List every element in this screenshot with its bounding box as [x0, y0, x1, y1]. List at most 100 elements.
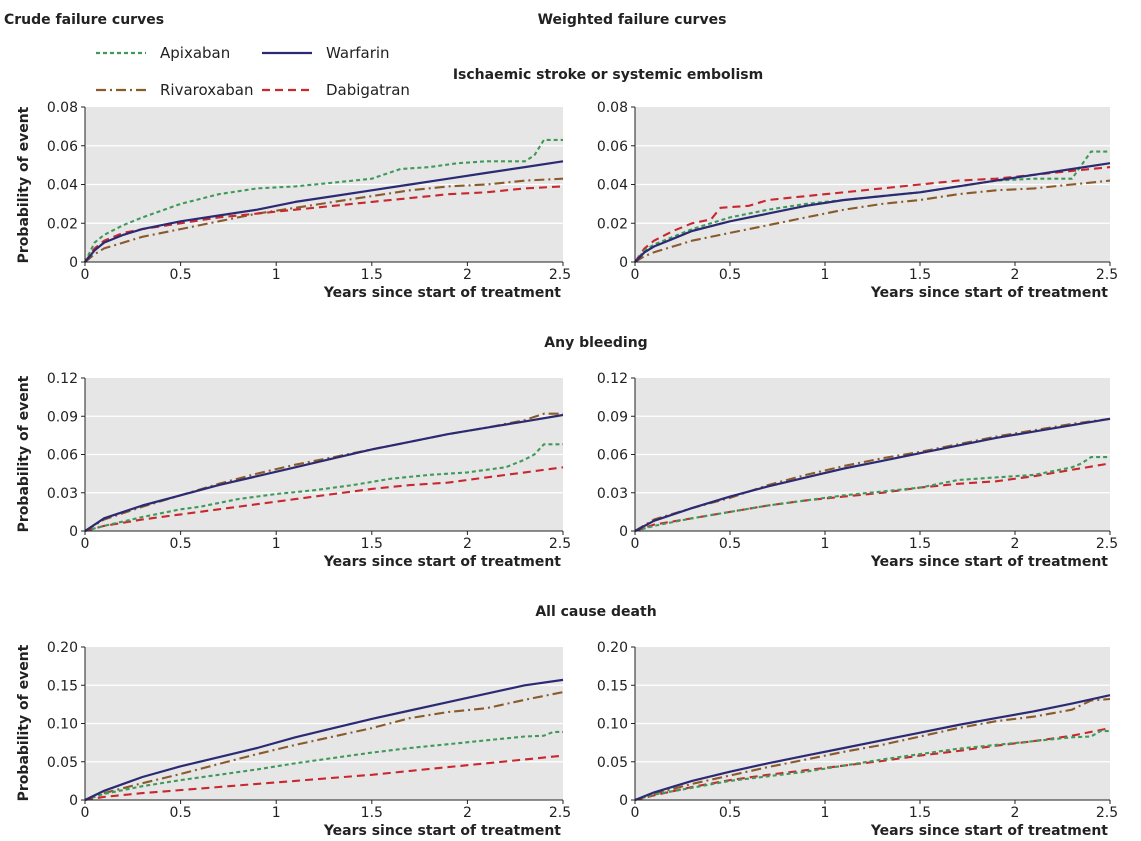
- x-tick-label: 1.5: [909, 536, 931, 552]
- y-tick-label: 0.03: [597, 486, 628, 502]
- y-tick-label: 0.06: [597, 448, 628, 464]
- x-tick-label: 0.5: [169, 267, 191, 283]
- legend-label-rivaroxaban: Rivaroxaban: [160, 81, 254, 99]
- y-tick-label: 0.10: [597, 717, 628, 733]
- series-line-dabigatran: [84, 185, 564, 263]
- x-tick-label: 2: [1011, 536, 1020, 552]
- x-tick-label: 2: [1011, 267, 1020, 283]
- y-tick-label: 0.15: [47, 678, 78, 694]
- y-tick-label: 0.03: [47, 486, 78, 502]
- y-tick-label: 0.06: [597, 139, 628, 155]
- panel-bleeding-crude: 0 0.03 0.06 0.09 0.12 0 0.5 1 1.5 2 2.5 Years since…: [47, 371, 571, 570]
- x-tick-label: 0: [631, 536, 640, 552]
- y-tick-label: 0.04: [47, 178, 78, 194]
- row-title-stroke: Ischaemic stroke or systemic embolism: [453, 67, 763, 83]
- x-tick-label: 2: [463, 536, 472, 552]
- x-tick-label: 2.5: [549, 805, 571, 821]
- x-tick-label: 1.5: [361, 536, 383, 552]
- y-tick-label: 0: [619, 793, 628, 809]
- y-tick-label: 0.02: [597, 216, 628, 232]
- panel-death-weighted: 0 0.05 0.10 0.15 0.20 0 0.5 1 1.5 2 2.5 Years since…: [597, 640, 1118, 839]
- x-tick-label: 2.5: [1096, 805, 1118, 821]
- x-axis-label: Years since start of treatment: [870, 285, 1108, 301]
- x-tick-label: 0.5: [719, 536, 741, 552]
- x-tick-label: 2.5: [1096, 536, 1118, 552]
- panel-death-crude: 0 0.05 0.10 0.15 0.20 0 0.5 1 1.5 2 2.5 Years since…: [47, 640, 571, 839]
- series-line-rivaroxaban: [84, 691, 564, 801]
- y-tick-label: 0: [619, 524, 628, 540]
- y-tick-label: 0.12: [597, 371, 628, 387]
- panel-bleeding-weighted: 0 0.03 0.06 0.09 0.12 0 0.5 1 1.5 2 2.5 Years since…: [597, 371, 1118, 570]
- y-tick-label: 0.04: [597, 178, 628, 194]
- series-line-warfarin: [634, 694, 1111, 802]
- x-axis-label: Years since start of treatment: [870, 554, 1108, 570]
- ylabel-stroke: Probability of event: [16, 106, 32, 263]
- series-line-apixaban: [634, 730, 1110, 802]
- x-tick-label: 0.5: [169, 536, 191, 552]
- x-axis-label: Years since start of treatment: [870, 823, 1108, 839]
- x-tick-label: 0: [631, 805, 640, 821]
- x-tick-label: 0: [81, 536, 90, 552]
- x-tick-label: 0.5: [169, 805, 191, 821]
- x-tick-label: 2.5: [549, 267, 571, 283]
- panel-stroke-crude: 0 0.02 0.04 0.06 0.08 0 0.5 1 1.5 2 2.5 Years since…: [47, 100, 571, 301]
- header-crude: Crude failure curves: [4, 12, 164, 28]
- series-line-dabigatran: [84, 466, 564, 533]
- x-tick-label: 1: [821, 536, 830, 552]
- series-line-warfarin: [634, 417, 1111, 532]
- y-tick-label: 0: [69, 255, 78, 271]
- y-tick-label: 0.10: [47, 717, 78, 733]
- series-line-warfarin: [84, 678, 564, 801]
- y-tick-label: 0.08: [597, 100, 628, 116]
- y-tick-label: 0.05: [47, 755, 78, 771]
- series-line-warfarin: [84, 413, 564, 532]
- y-tick-label: 0.05: [597, 755, 628, 771]
- series-line-dabigatran: [634, 727, 1111, 802]
- x-tick-label: 0.5: [719, 267, 741, 283]
- y-tick-label: 0: [619, 255, 628, 271]
- y-tick-label: 0.15: [597, 678, 628, 694]
- x-axis-label: Years since start of treatment: [323, 823, 561, 839]
- header-weighted: Weighted failure curves: [538, 12, 727, 28]
- y-tick-label: 0.20: [47, 640, 78, 656]
- y-tick-label: 0.06: [47, 448, 78, 464]
- series-line-dabigatran: [634, 462, 1111, 532]
- x-tick-label: 0: [81, 267, 90, 283]
- x-tick-label: 1: [272, 536, 281, 552]
- x-tick-label: 0.5: [719, 805, 741, 821]
- series-line-apixaban: [84, 138, 563, 263]
- row-title-bleeding: Any bleeding: [544, 335, 647, 351]
- y-tick-label: 0: [69, 524, 78, 540]
- series-line-dabigatran: [84, 754, 564, 802]
- x-tick-label: 1: [821, 267, 830, 283]
- x-axis-label: Years since start of treatment: [323, 285, 561, 301]
- ylabel-bleeding: Probability of event: [16, 375, 32, 532]
- legend: Apixaban Warfarin Rivaroxaban Dabigatran: [96, 44, 410, 99]
- x-tick-label: 2: [463, 267, 472, 283]
- x-tick-label: 0: [631, 267, 640, 283]
- series-line-rivaroxaban: [634, 179, 1111, 263]
- x-tick-label: 2.5: [1096, 267, 1118, 283]
- x-tick-label: 2: [463, 805, 472, 821]
- series-line-warfarin: [634, 162, 1111, 263]
- x-tick-label: 1: [272, 805, 281, 821]
- series-line-warfarin: [84, 160, 564, 263]
- y-tick-label: 0.06: [47, 139, 78, 155]
- x-tick-label: 1: [821, 805, 830, 821]
- x-axis-label: Years since start of treatment: [323, 554, 561, 570]
- y-tick-label: 0.08: [47, 100, 78, 116]
- x-tick-label: 2.5: [549, 536, 571, 552]
- series-line-apixaban: [634, 456, 1110, 533]
- y-tick-label: 0.02: [47, 216, 78, 232]
- legend-label-apixaban: Apixaban: [160, 44, 230, 62]
- series-line-dabigatran: [634, 166, 1111, 263]
- x-tick-label: 2: [1011, 805, 1020, 821]
- series-line-apixaban: [84, 730, 563, 802]
- row-title-death: All cause death: [535, 604, 656, 620]
- panel-stroke-weighted: 0 0.02 0.04 0.06 0.08 0 0.5 1 1.5 2 2.5 Years since…: [597, 100, 1118, 301]
- legend-label-dabigatran: Dabigatran: [326, 81, 410, 99]
- x-tick-label: 1.5: [909, 805, 931, 821]
- x-tick-label: 1: [272, 267, 281, 283]
- y-tick-label: 0.20: [597, 640, 628, 656]
